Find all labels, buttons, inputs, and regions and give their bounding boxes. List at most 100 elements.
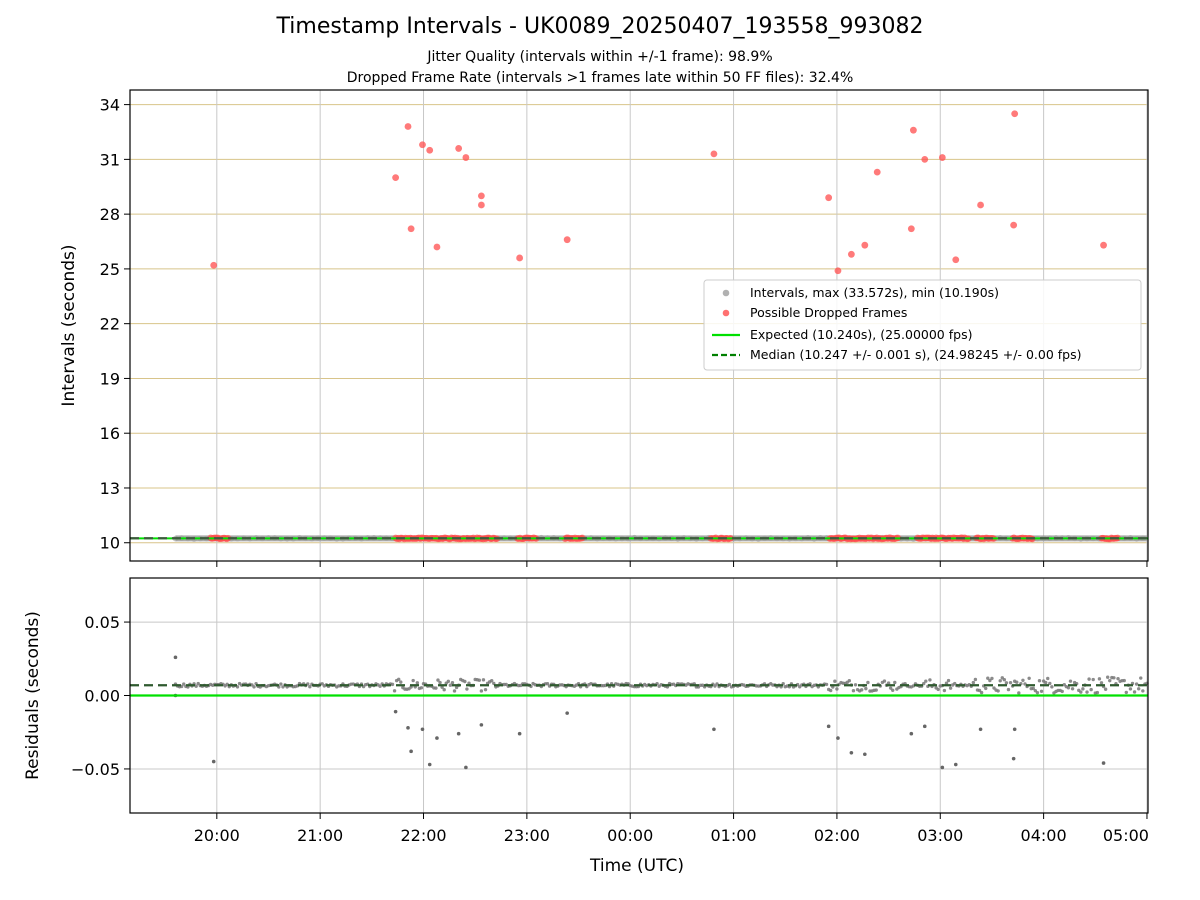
- residual-point: [438, 680, 442, 685]
- dropped-frame-point: [952, 256, 960, 264]
- residual-point: [1128, 687, 1133, 691]
- residual-point: [1105, 675, 1110, 679]
- legend-entry: Median (10.247 +/- 0.001 s), (24.98245 +…: [750, 347, 1081, 362]
- residual-point: [860, 688, 864, 692]
- residual-point: [411, 678, 415, 683]
- intervals-panel: 10 13 16 19 22 25 28 31 34 Intervals (seconds) Int…: [59, 89, 1149, 567]
- residual-point: [436, 678, 440, 682]
- residual-point: [419, 686, 424, 690]
- chart-subtitle-jitter: Jitter Quality (intervals within +/-1 fr…: [427, 49, 773, 65]
- dropped-frame-point: [516, 254, 524, 262]
- y-tick-label: 0.00: [84, 687, 120, 706]
- residual-point: [893, 680, 897, 685]
- residual-point: [320, 682, 324, 686]
- residual-point: [1122, 678, 1126, 683]
- dropped-frame-point: [909, 126, 917, 134]
- dropped-frame-point: [455, 145, 463, 152]
- residual-point: [973, 677, 978, 682]
- residual-point: [196, 681, 200, 686]
- residual-point: [308, 685, 312, 689]
- residual-point: [1021, 678, 1025, 682]
- dropped-frame-point: [392, 174, 400, 182]
- x-tick-label: 21:00: [297, 826, 343, 845]
- dropped-frame-point: [834, 267, 842, 275]
- residual-point: [882, 679, 887, 683]
- residual-point: [1101, 761, 1106, 765]
- residual-point: [928, 678, 932, 682]
- residual-point: [977, 688, 982, 693]
- residual-point: [1081, 687, 1085, 691]
- residual-point: [990, 676, 994, 681]
- residual-point: [1043, 680, 1048, 685]
- x-tick-label: 00:00: [607, 826, 653, 845]
- dropped-frame-point: [477, 192, 485, 200]
- x-tick-label: 02:00: [814, 826, 860, 845]
- residual-point: [866, 680, 870, 685]
- residual-point: [397, 677, 401, 682]
- residual-point: [1031, 686, 1035, 691]
- residual-point: [182, 682, 186, 686]
- y-tick-label: 31: [100, 150, 120, 169]
- dropped-frame-point: [462, 154, 470, 161]
- residual-point: [715, 682, 719, 686]
- residual-point: [1006, 687, 1011, 692]
- y-tick-label: 28: [100, 205, 120, 224]
- residual-point: [252, 685, 256, 689]
- residual-point: [565, 711, 569, 715]
- residual-point: [1070, 687, 1075, 691]
- residual-point: [978, 727, 983, 732]
- residual-point: [173, 655, 178, 660]
- x-tick-label: 04:00: [1021, 826, 1067, 845]
- residual-point: [849, 750, 854, 755]
- y-tick-label: 34: [100, 96, 120, 115]
- residual-point: [833, 679, 837, 683]
- legend-entry: Intervals, max (33.572s), min (10.190s): [750, 285, 999, 300]
- residual-point: [1035, 690, 1040, 695]
- residual-point: [940, 765, 945, 770]
- residual-point: [1004, 681, 1009, 685]
- residual-point: [481, 678, 486, 682]
- dropped-frame-point: [938, 154, 946, 161]
- residual-point: [1097, 677, 1102, 681]
- residual-point: [463, 679, 467, 684]
- residual-point: [986, 676, 990, 680]
- residual-point: [415, 681, 420, 685]
- dropped-frame-point: [433, 243, 441, 251]
- dropped-frame-point: [921, 155, 929, 163]
- dropped-frame-point: [1010, 221, 1018, 229]
- x-axis-label: Time (UTC): [589, 856, 684, 876]
- residual-point: [1099, 681, 1104, 685]
- residual-point: [1136, 687, 1141, 691]
- residual-point: [1141, 689, 1145, 693]
- residual-point: [924, 679, 928, 683]
- dropped-frame-point: [426, 146, 434, 154]
- residual-point: [1015, 680, 1019, 684]
- residual-point: [1089, 687, 1093, 692]
- residual-point: [712, 727, 716, 732]
- residual-point: [427, 762, 432, 767]
- residual-point: [1066, 686, 1071, 690]
- residual-point: [1134, 682, 1139, 686]
- residual-point: [874, 688, 878, 692]
- dropped-frame-point: [563, 236, 571, 244]
- dropped-frame-point: [477, 201, 485, 209]
- x-tick-label: 22:00: [400, 826, 446, 845]
- residual-point: [393, 709, 398, 714]
- residual-point: [194, 684, 198, 688]
- dropped-frame-point: [1100, 241, 1107, 249]
- residual-point: [435, 736, 439, 740]
- residual-point: [1091, 677, 1095, 682]
- residual-point: [942, 688, 947, 693]
- dropped-frame-point: [977, 201, 984, 209]
- y-tick-label: 25: [100, 260, 120, 279]
- residual-point: [479, 723, 484, 727]
- dropped-frame-point: [407, 225, 415, 233]
- residual-point: [909, 731, 914, 736]
- residual-point: [1050, 685, 1054, 689]
- residual-point: [922, 724, 927, 729]
- residual-point: [1079, 690, 1083, 694]
- residual-point: [390, 682, 395, 687]
- residual-point: [490, 679, 494, 683]
- dropped-frame-point: [907, 225, 915, 233]
